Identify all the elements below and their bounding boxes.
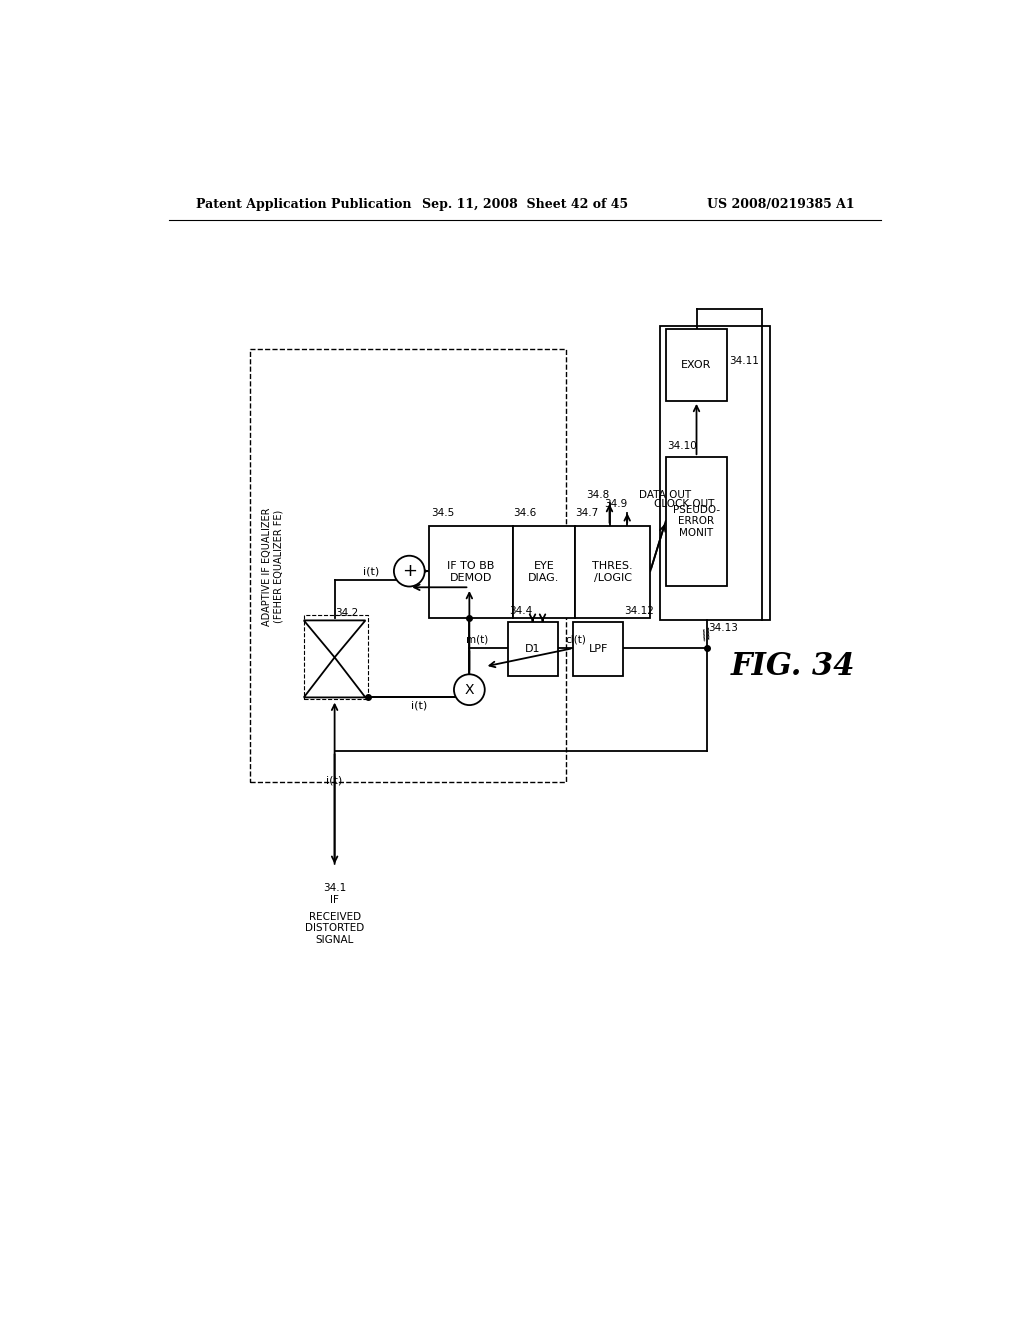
Text: EYE
DIAG.: EYE DIAG. (528, 561, 560, 582)
Bar (508, 622, 558, 676)
Text: i(t): i(t) (362, 566, 379, 577)
Bar (574, 525, 650, 618)
Polygon shape (304, 657, 366, 697)
Text: +: + (401, 562, 417, 579)
Text: 34.1
IF: 34.1 IF (323, 883, 346, 904)
Text: FIG. 34: FIG. 34 (731, 651, 856, 682)
Text: m(t): m(t) (466, 635, 488, 644)
Text: LPF: LPF (589, 644, 608, 653)
Bar (429, 525, 513, 618)
Bar (666, 330, 727, 401)
Text: 34.11: 34.11 (729, 356, 759, 366)
Bar (666, 457, 727, 586)
Text: 34.10: 34.10 (668, 441, 697, 450)
Text: 34.2: 34.2 (336, 607, 358, 618)
Text: 34.8: 34.8 (587, 490, 609, 500)
Text: 34.4: 34.4 (509, 606, 532, 616)
Polygon shape (304, 620, 366, 657)
Text: D1: D1 (525, 644, 541, 653)
Text: i(t): i(t) (327, 776, 343, 785)
Circle shape (454, 675, 484, 705)
Text: IF TO BB
DEMOD: IF TO BB DEMOD (447, 561, 495, 582)
Text: Sep. 11, 2008  Sheet 42 of 45: Sep. 11, 2008 Sheet 42 of 45 (422, 198, 628, 211)
Text: PSEUDO-
ERROR
MONIT: PSEUDO- ERROR MONIT (673, 504, 720, 539)
Bar (250, 350, 565, 781)
Text: 34.12: 34.12 (625, 606, 654, 616)
Text: 34.9: 34.9 (604, 499, 628, 510)
Text: EXOR: EXOR (681, 360, 712, 370)
Text: RECEIVED
DISTORTED
SIGNAL: RECEIVED DISTORTED SIGNAL (305, 912, 365, 945)
Text: i(t): i(t) (412, 701, 427, 711)
Text: //: // (699, 626, 714, 643)
Text: THRES.
/LOGIC: THRES. /LOGIC (592, 561, 633, 582)
Text: 34.7: 34.7 (574, 508, 598, 519)
Text: DATA OUT: DATA OUT (639, 490, 691, 500)
Text: ADAPTIVE IF EQUALIZER
(FEHER EQUALIZER FE): ADAPTIVE IF EQUALIZER (FEHER EQUALIZER F… (262, 507, 284, 626)
Bar (513, 525, 574, 618)
Bar (304, 615, 368, 700)
Text: Patent Application Publication: Patent Application Publication (196, 198, 412, 211)
Text: 34.5: 34.5 (431, 508, 454, 519)
Text: CLOCK OUT: CLOCK OUT (654, 499, 715, 510)
Text: 34.6: 34.6 (513, 508, 537, 519)
Text: 34.13: 34.13 (708, 623, 738, 634)
Text: US 2008/0219385 A1: US 2008/0219385 A1 (707, 198, 854, 211)
Bar (573, 622, 624, 676)
Bar (660, 326, 770, 620)
Text: cl(t): cl(t) (565, 635, 587, 644)
Text: X: X (465, 682, 474, 697)
Circle shape (394, 556, 425, 586)
